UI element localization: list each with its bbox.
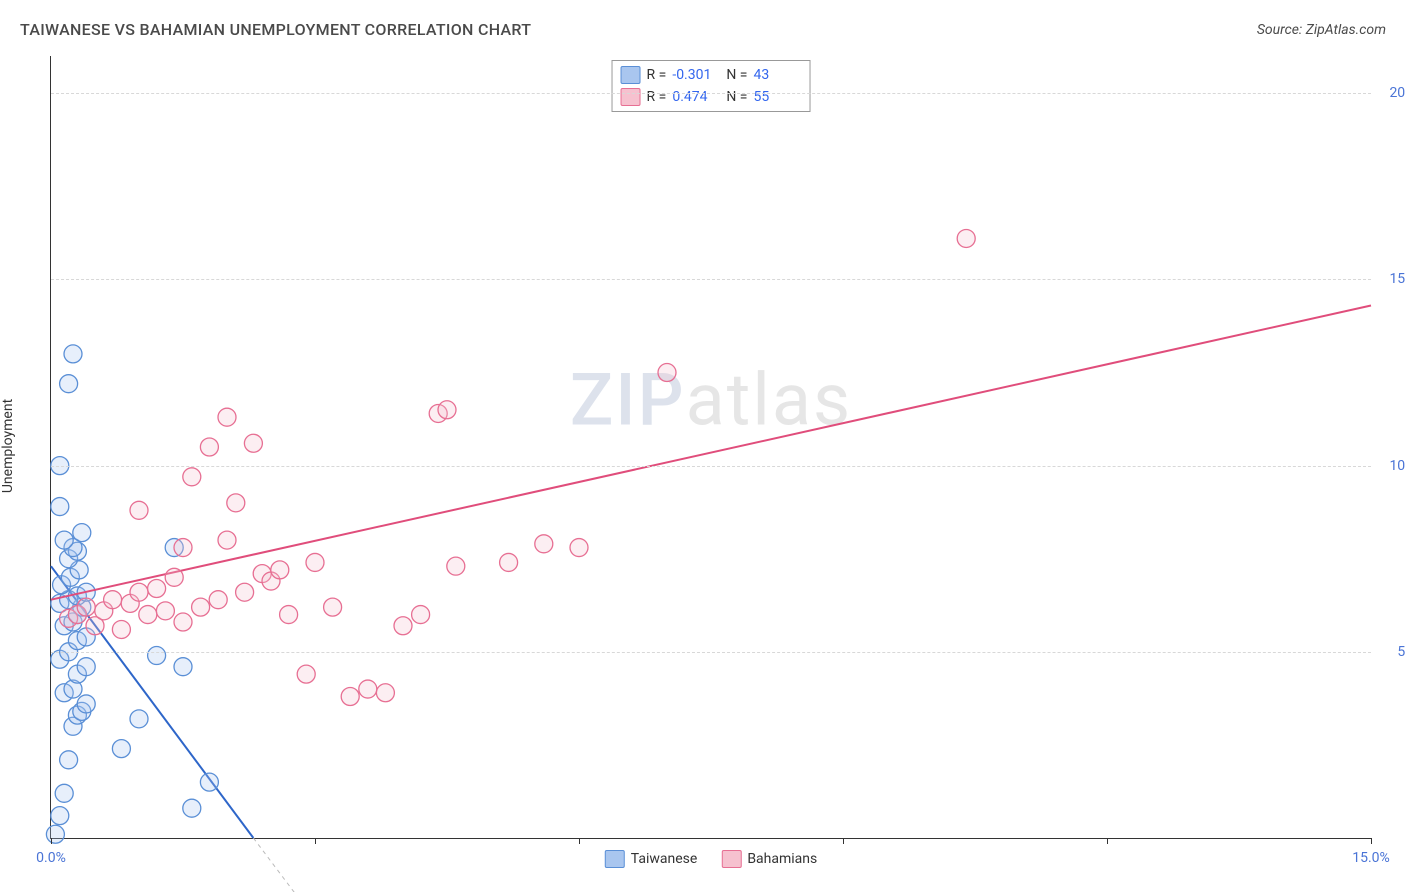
- gridline: [51, 466, 1371, 467]
- data-point: [51, 807, 69, 825]
- stats-row: R = 0.474 N = 55: [621, 86, 802, 108]
- data-point: [77, 598, 95, 616]
- x-tick: [315, 838, 316, 844]
- data-point: [130, 710, 148, 728]
- data-point: [341, 687, 359, 705]
- data-point: [324, 598, 342, 616]
- data-point: [174, 539, 192, 557]
- x-tick: [1371, 838, 1372, 844]
- data-point: [500, 553, 518, 571]
- data-point: [104, 591, 122, 609]
- data-point: [165, 568, 183, 586]
- data-point: [306, 553, 324, 571]
- data-point: [183, 468, 201, 486]
- chart-header: TAIWANESE VS BAHAMIAN UNEMPLOYMENT CORRE…: [20, 20, 1386, 48]
- data-point: [244, 434, 262, 452]
- data-point: [570, 539, 588, 557]
- data-point: [227, 494, 245, 512]
- data-point: [438, 401, 456, 419]
- data-point: [148, 580, 166, 598]
- y-tick-label: 20.0%: [1377, 85, 1406, 101]
- legend-swatch: [721, 850, 741, 868]
- data-point: [46, 825, 64, 843]
- gridline: [51, 279, 1371, 280]
- scatter-svg: [51, 56, 1371, 838]
- data-point: [297, 665, 315, 683]
- stats-n-label: N =: [726, 89, 747, 105]
- y-tick-label: 10.0%: [1377, 458, 1406, 474]
- bottom-legend: Taiwanese Bahamians: [605, 850, 817, 868]
- data-point: [130, 583, 148, 601]
- data-point: [236, 583, 254, 601]
- chart-title: TAIWANESE VS BAHAMIAN UNEMPLOYMENT CORRE…: [20, 20, 531, 39]
- data-point: [77, 695, 95, 713]
- data-point: [130, 501, 148, 519]
- data-point: [218, 531, 236, 549]
- data-point: [55, 784, 73, 802]
- data-point: [394, 617, 412, 635]
- data-point: [412, 606, 430, 624]
- data-point: [376, 684, 394, 702]
- legend-swatch: [605, 850, 625, 868]
- data-point: [60, 375, 78, 393]
- x-tick: [579, 838, 580, 844]
- stats-r-label: R =: [647, 67, 667, 83]
- data-point: [359, 680, 377, 698]
- stats-row: R = -0.301 N = 43: [621, 64, 802, 86]
- data-point: [200, 773, 218, 791]
- data-point: [60, 751, 78, 769]
- data-point: [535, 535, 553, 553]
- data-point: [280, 606, 298, 624]
- data-point: [64, 345, 82, 363]
- data-point: [112, 620, 130, 638]
- chart-source: Source: ZipAtlas.com: [1257, 22, 1386, 38]
- stats-r-label: R =: [647, 89, 667, 105]
- data-point: [957, 229, 975, 247]
- data-point: [174, 658, 192, 676]
- stats-n-value: 55: [753, 89, 801, 105]
- data-point: [209, 591, 227, 609]
- data-point: [156, 602, 174, 620]
- stats-r-value: -0.301: [672, 67, 720, 83]
- legend-label: Bahamians: [747, 851, 817, 867]
- x-tick: [1107, 838, 1108, 844]
- legend-item: Taiwanese: [605, 850, 698, 868]
- x-tick: [843, 838, 844, 844]
- x-tick: [51, 838, 52, 844]
- y-tick-label: 15.0%: [1377, 271, 1406, 287]
- stats-box: R = -0.301 N = 43 R = 0.474 N = 55: [612, 60, 811, 112]
- data-point: [183, 799, 201, 817]
- x-tick-label: 0.0%: [36, 850, 66, 866]
- data-point: [112, 740, 130, 758]
- series-swatch: [621, 66, 641, 84]
- data-point: [218, 408, 236, 426]
- legend-label: Taiwanese: [631, 851, 698, 867]
- data-point: [200, 438, 218, 456]
- trend-line-dashed: [253, 838, 315, 892]
- chart-container: TAIWANESE VS BAHAMIAN UNEMPLOYMENT CORRE…: [0, 0, 1406, 892]
- stats-r-value: 0.474: [672, 89, 720, 105]
- data-point: [139, 606, 157, 624]
- trend-line: [51, 305, 1371, 599]
- gridline: [51, 652, 1371, 653]
- data-point: [658, 364, 676, 382]
- data-point: [148, 647, 166, 665]
- x-tick-label: 15.0%: [1352, 850, 1390, 866]
- plot-area: ZIPatlas R =-0.301N =43R =0.474N =55 Tai…: [50, 56, 1371, 839]
- data-point: [271, 561, 289, 579]
- series-swatch: [621, 88, 641, 106]
- gridline: [51, 93, 1371, 94]
- y-tick-label: 5.0%: [1377, 644, 1406, 660]
- data-point: [51, 498, 69, 516]
- data-point: [192, 598, 210, 616]
- data-point: [73, 524, 91, 542]
- legend-item: Bahamians: [721, 850, 817, 868]
- stats-n-value: 43: [753, 67, 801, 83]
- y-axis-label: Unemployment: [0, 399, 16, 493]
- stats-n-label: N =: [726, 67, 747, 83]
- data-point: [174, 613, 192, 631]
- data-point: [77, 658, 95, 676]
- data-point: [55, 531, 73, 549]
- data-point: [447, 557, 465, 575]
